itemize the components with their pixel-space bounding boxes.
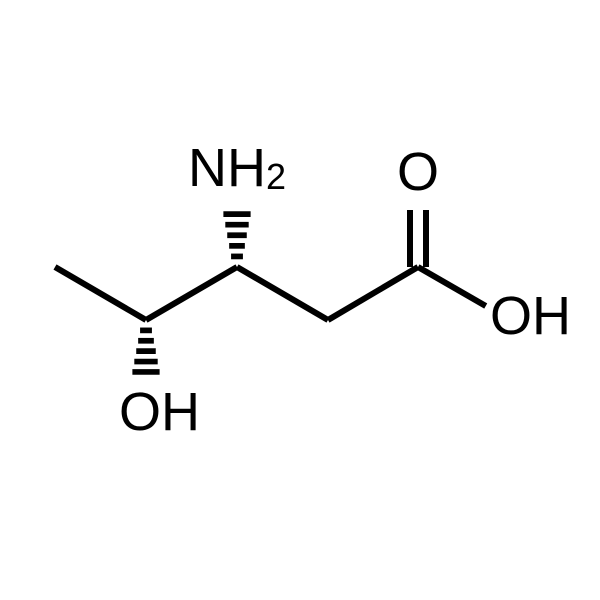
svg-text:O: O [397, 142, 439, 202]
svg-text:OH: OH [490, 286, 571, 346]
bond-line [418, 267, 486, 306]
atom-label: O [397, 142, 439, 202]
atom-label: OH [490, 286, 571, 346]
bond-line [55, 267, 146, 320]
molecule-diagram: O OH NH2 OH [0, 0, 600, 600]
atom-label: OH [119, 382, 200, 442]
svg-text:NH2: NH2 [188, 138, 286, 198]
bond-line [328, 267, 418, 320]
bond-line [146, 267, 237, 320]
svg-text:OH: OH [119, 382, 200, 442]
atom-label: NH2 [188, 138, 286, 198]
bond-line [237, 267, 328, 320]
